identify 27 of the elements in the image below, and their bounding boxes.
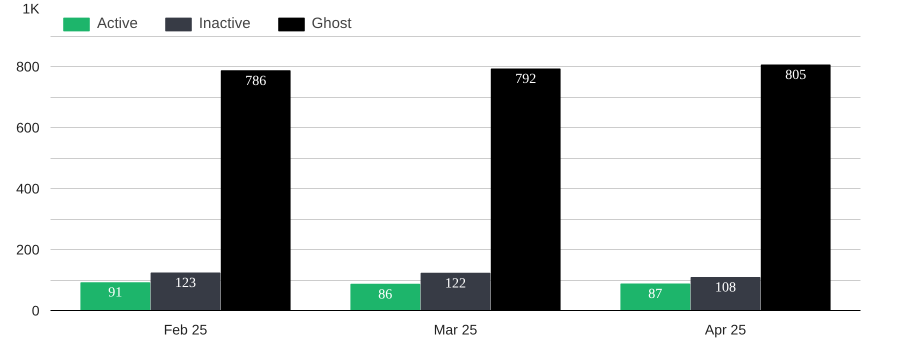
bar xyxy=(150,272,220,310)
data-label: 123 xyxy=(175,276,196,291)
bar xyxy=(620,283,690,310)
data-label: 792 xyxy=(515,72,536,87)
y-tick-label: 0 xyxy=(32,302,40,318)
x-tick-label: Mar 25 xyxy=(434,322,478,338)
y-tick-label: 200 xyxy=(16,242,40,258)
bar xyxy=(80,282,150,310)
bar xyxy=(690,277,760,310)
bar xyxy=(420,272,490,310)
legend-label: Ghost xyxy=(312,15,352,32)
y-tick-label: 1K xyxy=(22,0,40,16)
bar xyxy=(350,284,420,310)
legend-label: Inactive xyxy=(198,15,251,32)
data-label: 87 xyxy=(648,286,662,302)
data-label: 122 xyxy=(445,276,466,292)
data-label: 108 xyxy=(715,280,736,296)
x-tick-label: Apr 25 xyxy=(704,322,746,338)
data-label: 805 xyxy=(785,68,806,83)
data-label: 91 xyxy=(108,286,122,301)
data-label: 86 xyxy=(378,287,392,302)
y-tick-label: 400 xyxy=(16,180,40,196)
data-label: 786 xyxy=(245,74,266,89)
y-tick-label: 600 xyxy=(16,120,40,136)
x-tick-label: Feb 25 xyxy=(164,322,208,338)
y-tick-label: 800 xyxy=(16,58,40,74)
legend-label: Active xyxy=(97,15,138,32)
